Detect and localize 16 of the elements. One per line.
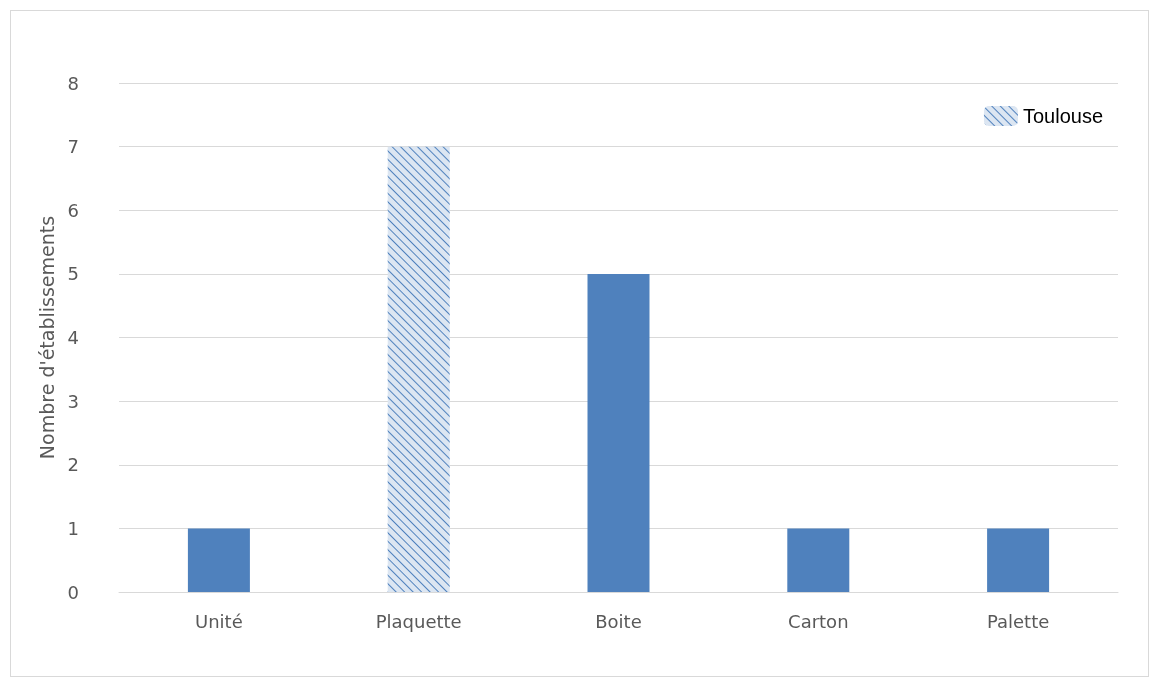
y-tick-label: 8 [67, 72, 79, 94]
y-tick-label: 0 [67, 581, 79, 603]
x-tick-label: Unité [195, 610, 243, 632]
x-tick-label: Carton [788, 610, 849, 632]
x-tick-label: Plaquette [375, 610, 462, 632]
y-tick-label: 4 [67, 327, 79, 348]
x-tick-label: Palette [986, 610, 1050, 632]
y-tick-label: 7 [67, 136, 79, 158]
y-tick-label: 3 [67, 390, 79, 412]
y-tick-label: 5 [67, 263, 79, 285]
y-tick-label: 6 [67, 199, 79, 221]
legend-label: Toulouse [1022, 105, 1103, 127]
y-axis-title: Nombre d'établissements [36, 215, 59, 460]
y-tick-label: 1 [67, 517, 79, 539]
x-tick-label: Boite [595, 610, 642, 632]
y-tick-label: 2 [67, 454, 79, 476]
